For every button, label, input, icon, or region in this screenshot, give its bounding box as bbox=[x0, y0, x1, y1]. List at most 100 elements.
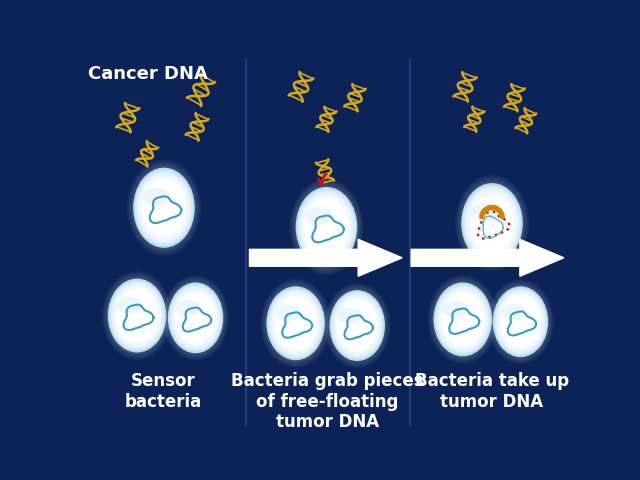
Ellipse shape bbox=[103, 273, 171, 359]
Ellipse shape bbox=[167, 281, 225, 355]
Ellipse shape bbox=[109, 281, 164, 350]
Ellipse shape bbox=[455, 175, 529, 271]
Ellipse shape bbox=[501, 297, 540, 347]
Ellipse shape bbox=[132, 166, 196, 250]
Ellipse shape bbox=[263, 282, 328, 365]
Ellipse shape bbox=[128, 161, 200, 254]
Text: Sensor
bacteria: Sensor bacteria bbox=[125, 372, 202, 410]
Ellipse shape bbox=[171, 287, 220, 349]
Ellipse shape bbox=[495, 288, 547, 355]
Ellipse shape bbox=[176, 300, 201, 316]
Text: Bacteria grab pieces
of free-floating
tumor DNA: Bacteria grab pieces of free-floating tu… bbox=[231, 372, 424, 432]
Ellipse shape bbox=[470, 203, 498, 221]
Ellipse shape bbox=[493, 286, 548, 357]
Text: Bacteria take up
tumor DNA: Bacteria take up tumor DNA bbox=[415, 372, 569, 410]
Ellipse shape bbox=[467, 190, 517, 256]
Ellipse shape bbox=[292, 182, 361, 272]
Ellipse shape bbox=[338, 308, 363, 324]
Ellipse shape bbox=[113, 285, 161, 346]
Ellipse shape bbox=[488, 281, 553, 363]
Ellipse shape bbox=[492, 285, 549, 359]
Ellipse shape bbox=[336, 299, 378, 352]
Ellipse shape bbox=[264, 283, 327, 363]
Ellipse shape bbox=[175, 291, 216, 345]
Ellipse shape bbox=[430, 278, 495, 361]
Ellipse shape bbox=[458, 178, 527, 268]
Ellipse shape bbox=[335, 297, 380, 355]
Ellipse shape bbox=[143, 188, 170, 205]
FancyArrow shape bbox=[250, 240, 402, 276]
Ellipse shape bbox=[107, 277, 168, 354]
Ellipse shape bbox=[305, 199, 348, 255]
Ellipse shape bbox=[275, 298, 316, 349]
Ellipse shape bbox=[463, 185, 521, 261]
Ellipse shape bbox=[332, 292, 383, 359]
Ellipse shape bbox=[108, 278, 166, 352]
Ellipse shape bbox=[137, 172, 191, 243]
Ellipse shape bbox=[176, 293, 215, 343]
Ellipse shape bbox=[298, 190, 355, 264]
Ellipse shape bbox=[330, 290, 385, 361]
Ellipse shape bbox=[333, 294, 381, 357]
Ellipse shape bbox=[303, 197, 350, 257]
Ellipse shape bbox=[131, 165, 197, 251]
Ellipse shape bbox=[111, 283, 163, 348]
Ellipse shape bbox=[268, 288, 323, 358]
Ellipse shape bbox=[262, 280, 330, 366]
Ellipse shape bbox=[168, 282, 223, 353]
Ellipse shape bbox=[291, 180, 362, 274]
Ellipse shape bbox=[439, 289, 487, 350]
Ellipse shape bbox=[135, 170, 193, 245]
Ellipse shape bbox=[501, 304, 526, 320]
Ellipse shape bbox=[496, 290, 545, 353]
Ellipse shape bbox=[432, 281, 493, 358]
Ellipse shape bbox=[460, 181, 524, 265]
Ellipse shape bbox=[328, 289, 386, 362]
Ellipse shape bbox=[459, 180, 525, 266]
Ellipse shape bbox=[173, 289, 218, 347]
Ellipse shape bbox=[490, 282, 552, 361]
Ellipse shape bbox=[465, 188, 519, 258]
Ellipse shape bbox=[116, 289, 157, 341]
Ellipse shape bbox=[468, 192, 515, 253]
Ellipse shape bbox=[139, 175, 189, 240]
Ellipse shape bbox=[294, 185, 358, 269]
Ellipse shape bbox=[143, 180, 186, 236]
Ellipse shape bbox=[487, 279, 554, 364]
Ellipse shape bbox=[338, 301, 377, 350]
Ellipse shape bbox=[324, 283, 390, 368]
Ellipse shape bbox=[141, 177, 188, 238]
Text: Cancer DNA: Cancer DNA bbox=[88, 65, 207, 84]
Ellipse shape bbox=[325, 285, 389, 367]
Ellipse shape bbox=[461, 183, 523, 263]
Ellipse shape bbox=[129, 163, 198, 252]
Ellipse shape bbox=[470, 195, 513, 251]
Ellipse shape bbox=[133, 168, 195, 248]
FancyArrow shape bbox=[411, 240, 564, 276]
Ellipse shape bbox=[266, 286, 325, 360]
Ellipse shape bbox=[442, 294, 483, 345]
Ellipse shape bbox=[115, 288, 159, 344]
Ellipse shape bbox=[491, 284, 550, 360]
Ellipse shape bbox=[498, 293, 543, 351]
Ellipse shape bbox=[127, 160, 201, 256]
Ellipse shape bbox=[270, 291, 321, 356]
Ellipse shape bbox=[428, 275, 498, 364]
Ellipse shape bbox=[170, 285, 221, 351]
Ellipse shape bbox=[456, 177, 528, 270]
Ellipse shape bbox=[104, 274, 170, 357]
Ellipse shape bbox=[166, 280, 225, 356]
Ellipse shape bbox=[499, 295, 541, 348]
Ellipse shape bbox=[296, 187, 357, 267]
Ellipse shape bbox=[271, 293, 319, 354]
Ellipse shape bbox=[163, 276, 229, 360]
Ellipse shape bbox=[163, 277, 228, 359]
Ellipse shape bbox=[106, 276, 169, 356]
Ellipse shape bbox=[326, 286, 388, 365]
Ellipse shape bbox=[102, 271, 172, 360]
Ellipse shape bbox=[265, 285, 326, 362]
Ellipse shape bbox=[440, 291, 485, 348]
Ellipse shape bbox=[433, 282, 492, 356]
Ellipse shape bbox=[260, 279, 331, 368]
Ellipse shape bbox=[273, 295, 318, 351]
